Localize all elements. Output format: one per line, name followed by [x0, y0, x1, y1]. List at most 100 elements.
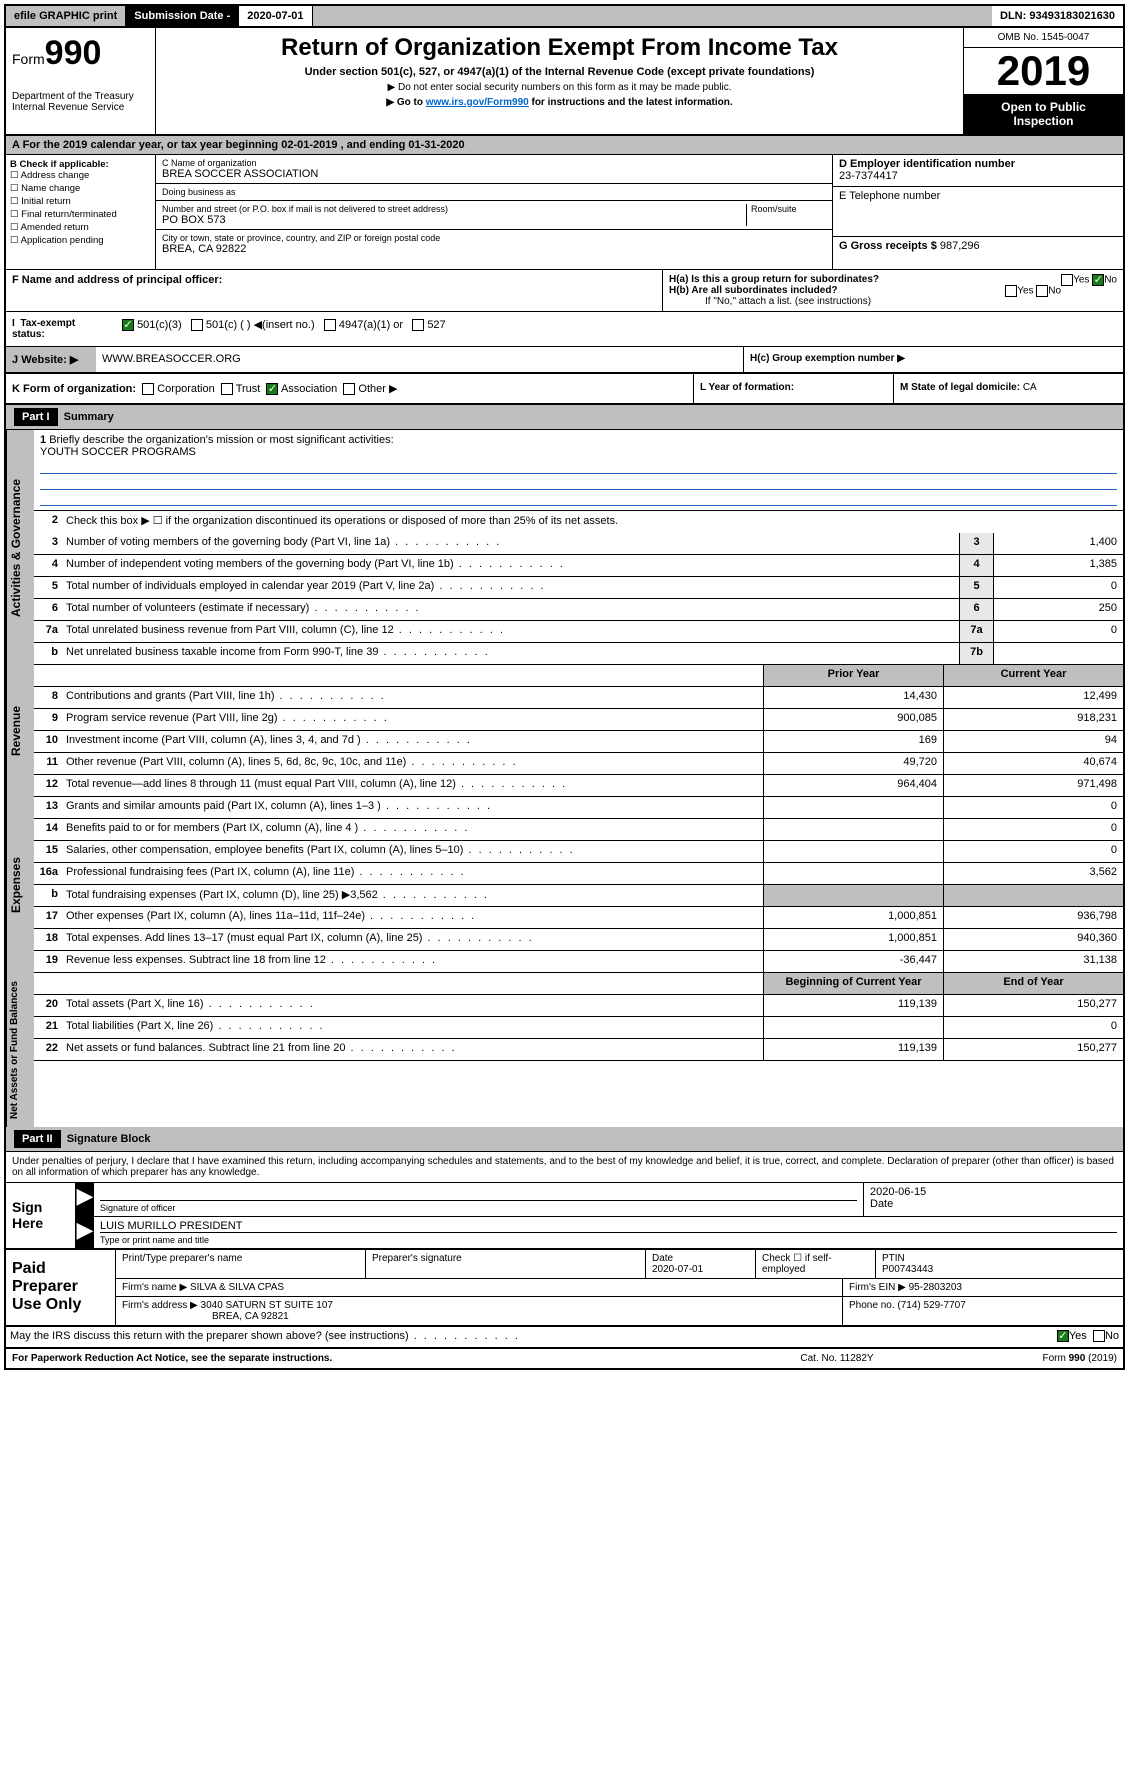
prep-sig-hdr: Preparer's signature — [366, 1250, 646, 1278]
instruction-1: ▶ Do not enter social security numbers o… — [162, 82, 957, 93]
chk-trust[interactable] — [221, 383, 233, 395]
box-h: H(a) Is this a group return for subordin… — [663, 270, 1123, 311]
form-number: 990 — [45, 34, 102, 72]
chk-amended[interactable]: ☐ Amended return — [10, 222, 151, 233]
part1-header: Part I Summary — [6, 405, 1123, 430]
boxes-d-e-g: D Employer identification number 23-7374… — [833, 155, 1123, 269]
firm-phone: (714) 529-7707 — [897, 1300, 965, 1311]
expenses-section: Expenses 13 Grants and similar amounts p… — [6, 797, 1123, 973]
address-label: Number and street (or P.O. box if mail i… — [162, 204, 746, 214]
box-c: C Name of organization BREA SOCCER ASSOC… — [156, 155, 833, 269]
balances-section: Net Assets or Fund Balances Beginning of… — [6, 973, 1123, 1127]
header-right: OMB No. 1545-0047 2019 Open to Public In… — [963, 28, 1123, 134]
efile-button[interactable]: efile GRAPHIC print — [6, 6, 126, 26]
sig-arrow-icon-2: ▶ — [76, 1217, 94, 1248]
sig-date-label: Date — [870, 1198, 1117, 1210]
box-f: F Name and address of principal officer: — [6, 270, 663, 311]
exp-line-14: 14 Benefits paid to or for members (Part… — [34, 819, 1123, 841]
rev-line-8: 8 Contributions and grants (Part VIII, l… — [34, 687, 1123, 709]
discuss-yes[interactable]: ✓ — [1057, 1330, 1069, 1342]
website-value: WWW.BREASOCCER.ORG — [96, 347, 743, 372]
submission-date-label: Submission Date - — [126, 6, 239, 26]
chk-assoc[interactable]: ✓ — [266, 383, 278, 395]
gov-line-5: 5 Total number of individuals employed i… — [34, 577, 1123, 599]
gov-line-6: 6 Total number of volunteers (estimate i… — [34, 599, 1123, 621]
gross-receipts-label: G Gross receipts $ — [839, 240, 940, 252]
gov-line-7a: 7a Total unrelated business revenue from… — [34, 621, 1123, 643]
irs-link[interactable]: www.irs.gov/Form990 — [426, 97, 529, 108]
side-expenses: Expenses — [6, 797, 34, 973]
city-label: City or town, state or province, country… — [162, 233, 826, 243]
chk-527[interactable] — [412, 319, 424, 331]
discuss-no[interactable] — [1093, 1330, 1105, 1342]
form-header: Form990 Department of the Treasury Inter… — [6, 28, 1123, 136]
footer-cat: Cat. No. 11282Y — [737, 1353, 937, 1364]
website-row: J Website: ▶ WWW.BREASOCCER.ORG H(c) Gro… — [6, 347, 1123, 374]
form-title: Return of Organization Exempt From Incom… — [162, 34, 957, 62]
prep-name-hdr: Print/Type preparer's name — [116, 1250, 366, 1278]
ein-value: 23-7374417 — [839, 170, 1117, 182]
sign-here-block: Sign Here ▶ Signature of officer 2020-06… — [6, 1183, 1123, 1250]
open-to-public: Open to Public Inspection — [964, 94, 1123, 134]
page-footer: For Paperwork Reduction Act Notice, see … — [6, 1349, 1123, 1368]
chk-address-change[interactable]: ☐ Address change — [10, 170, 151, 181]
tax-exempt-row: I Tax-exempt status: ✓ 501(c)(3) 501(c) … — [6, 312, 1123, 347]
ein-label: D Employer identification number — [839, 158, 1117, 170]
rev-line-12: 12 Total revenue—add lines 8 through 11 … — [34, 775, 1123, 797]
chk-corp[interactable] — [142, 383, 154, 395]
exp-line-17: 17 Other expenses (Part IX, column (A), … — [34, 907, 1123, 929]
info-grid-2: F Name and address of principal officer:… — [6, 270, 1123, 312]
exp-line-16a: 16a Professional fundraising fees (Part … — [34, 863, 1123, 885]
gov-line-4: 4 Number of independent voting members o… — [34, 555, 1123, 577]
mission-text: YOUTH SOCCER PROGRAMS — [40, 446, 196, 458]
prep-date: 2020-07-01 — [652, 1264, 703, 1275]
chk-501c[interactable] — [191, 319, 203, 331]
governance-section: Activities & Governance 1 Briefly descri… — [6, 430, 1123, 665]
rev-line-10: 10 Investment income (Part VIII, column … — [34, 731, 1123, 753]
omb-number: OMB No. 1545-0047 — [964, 28, 1123, 48]
exp-line-15: 15 Salaries, other compensation, employe… — [34, 841, 1123, 863]
firm-ein: 95-2803203 — [909, 1282, 962, 1293]
side-revenue: Revenue — [6, 665, 34, 797]
org-name-label: C Name of organization — [162, 158, 826, 168]
chk-other[interactable] — [343, 383, 355, 395]
hb-no[interactable] — [1036, 285, 1048, 297]
officer-name: LUIS MURILLO PRESIDENT — [100, 1220, 1117, 1232]
firm-name: SILVA & SILVA CPAS — [190, 1282, 284, 1293]
rev-line-9: 9 Program service revenue (Part VIII, li… — [34, 709, 1123, 731]
chk-name-change[interactable]: ☐ Name change — [10, 183, 151, 194]
address-value: PO BOX 573 — [162, 214, 746, 226]
sig-date: 2020-06-15 — [870, 1186, 1117, 1198]
chk-4947[interactable] — [324, 319, 336, 331]
sig-arrow-icon: ▶ — [76, 1183, 94, 1216]
org-name: BREA SOCCER ASSOCIATION — [162, 168, 826, 180]
discuss-row: May the IRS discuss this return with the… — [6, 1327, 1123, 1349]
submission-date-value: 2020-07-01 — [239, 6, 312, 26]
exp-line-18: 18 Total expenses. Add lines 13–17 (must… — [34, 929, 1123, 951]
top-bar: efile GRAPHIC print Submission Date - 20… — [6, 6, 1123, 28]
period-row: A For the 2019 calendar year, or tax yea… — [6, 136, 1123, 155]
part2-header: Part II Signature Block — [6, 1127, 1123, 1152]
preparer-label: Paid Preparer Use Only — [6, 1250, 116, 1325]
chk-501c3[interactable]: ✓ — [122, 319, 134, 331]
form-org-row: K Form of organization: Corporation Trus… — [6, 374, 1123, 405]
chk-app-pending[interactable]: ☐ Application pending — [10, 235, 151, 246]
gov-line-7b: b Net unrelated business taxable income … — [34, 643, 1123, 665]
line-2: Check this box ▶ ☐ if the organization d… — [62, 511, 1123, 533]
hb-yes[interactable] — [1005, 285, 1017, 297]
hb-note: If "No," attach a list. (see instruction… — [705, 296, 1117, 307]
header-left: Form990 Department of the Treasury Inter… — [6, 28, 156, 134]
ha-yes[interactable] — [1061, 274, 1073, 286]
footer-left: For Paperwork Reduction Act Notice, see … — [12, 1353, 737, 1364]
dln: DLN: 93493183021630 — [992, 6, 1123, 26]
chk-final-return[interactable]: ☐ Final return/terminated — [10, 209, 151, 220]
bal-line-20: 20 Total assets (Part X, line 16) 119,13… — [34, 995, 1123, 1017]
ha-no[interactable]: ✓ — [1092, 274, 1104, 286]
instruction-2: ▶ Go to www.irs.gov/Form990 for instruct… — [162, 97, 957, 108]
exp-line-13: 13 Grants and similar amounts paid (Part… — [34, 797, 1123, 819]
firm-addr1: 3040 SATURN ST SUITE 107 — [201, 1300, 333, 1311]
rev-line-11: 11 Other revenue (Part VIII, column (A),… — [34, 753, 1123, 775]
chk-initial-return[interactable]: ☐ Initial return — [10, 196, 151, 207]
tax-year: 2019 — [964, 48, 1123, 94]
preparer-block: Paid Preparer Use Only Print/Type prepar… — [6, 1250, 1123, 1327]
